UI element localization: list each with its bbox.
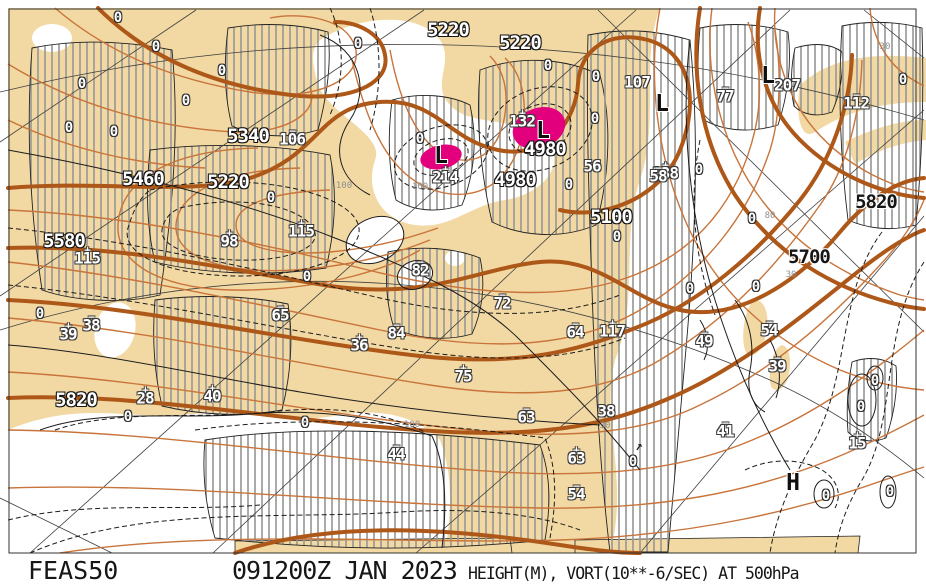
vorticity-contours-dashed — [7, 7, 925, 554]
map-canvas: 5220 5220 5340 5460 5220 5580 4980 4980 5100 5820… — [0, 6, 926, 555]
vorticity-max-cores — [420, 107, 566, 170]
map-drawing — [0, 6, 926, 555]
valid-time: 091200Z JAN 2023 — [232, 556, 458, 585]
field-description: HEIGHT(M), VORT(10**-6/SEC) AT 500hPa — [468, 564, 800, 583]
model-id: FEAS50 — [28, 556, 119, 585]
vorticity-contours-solid — [7, 34, 897, 549]
chart-footer: FEAS50 091200Z JAN 2023 HEIGHT(M), VORT(… — [0, 556, 926, 587]
map-border — [8, 8, 917, 554]
height-contours-thick — [6, 6, 926, 555]
